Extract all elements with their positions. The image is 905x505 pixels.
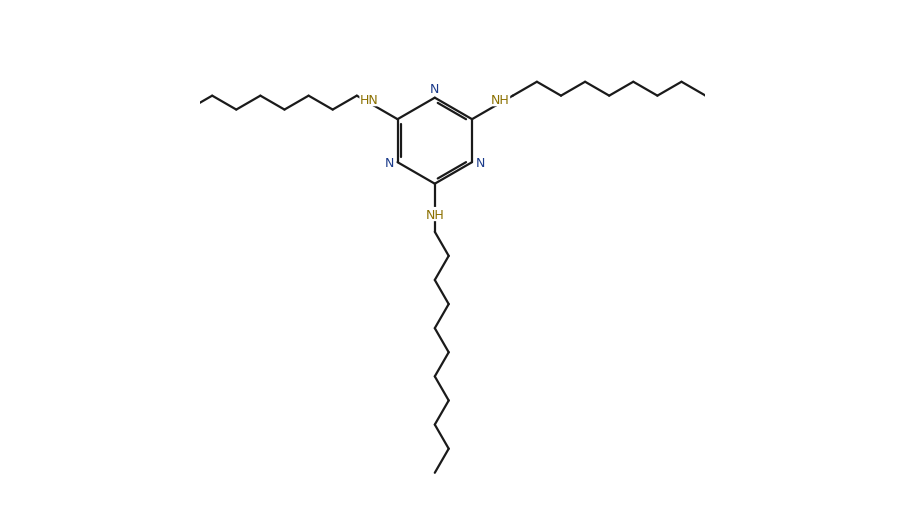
Text: NH: NH [425,208,444,221]
Text: N: N [430,83,440,96]
Text: N: N [385,157,395,169]
Text: NH: NH [491,93,510,107]
Text: HN: HN [360,93,379,107]
Text: N: N [475,157,485,169]
